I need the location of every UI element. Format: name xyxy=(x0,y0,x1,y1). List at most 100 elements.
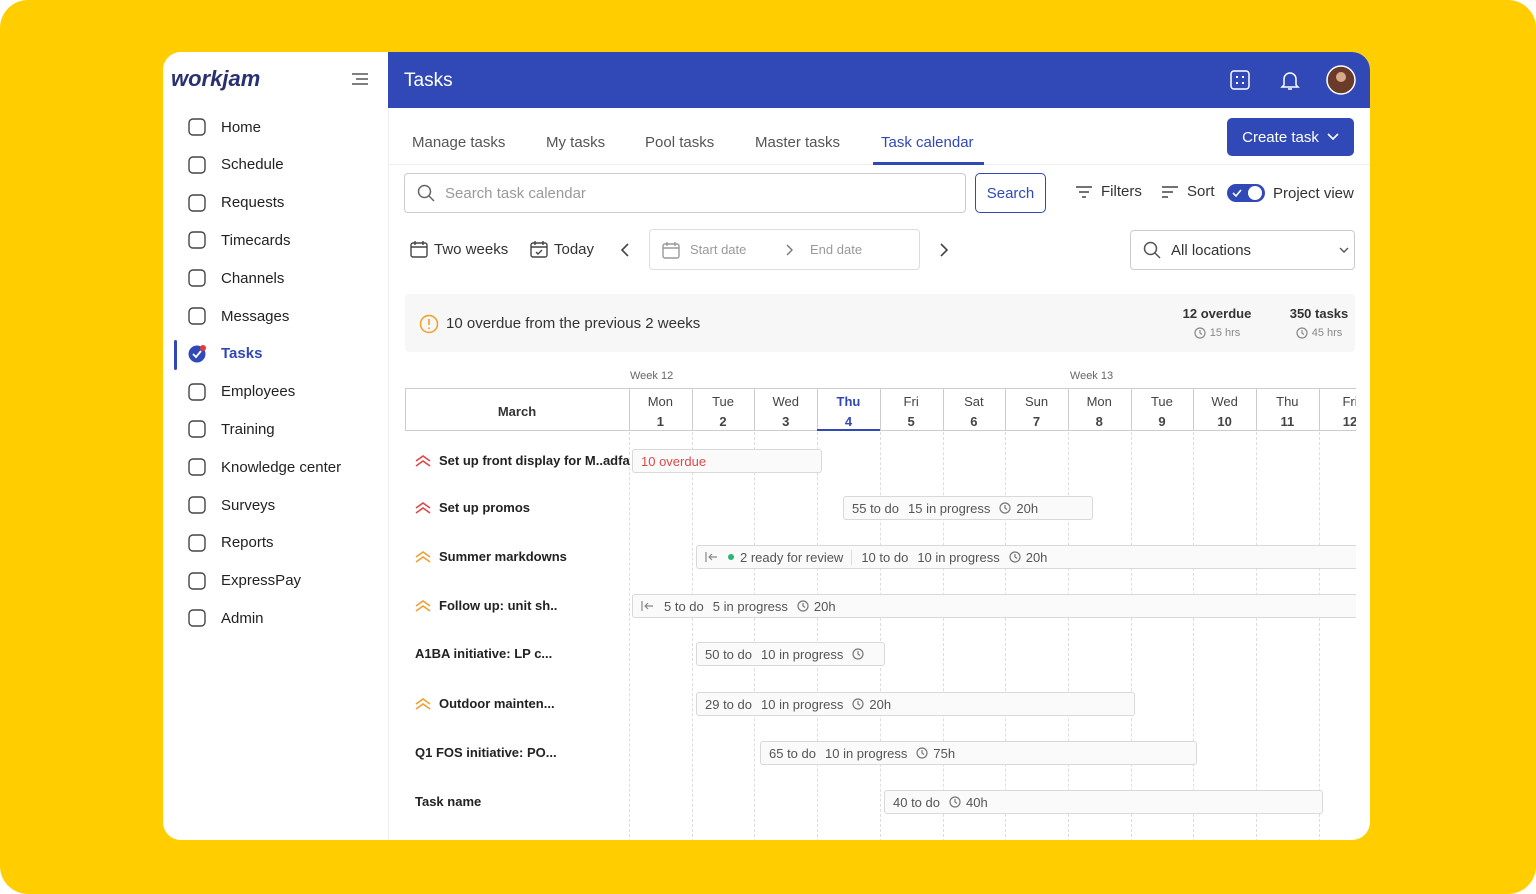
bar-label: 10 overdue xyxy=(641,453,707,469)
nav-icon xyxy=(188,269,206,287)
nav-item[interactable]: Timecards xyxy=(175,224,375,256)
column-divider xyxy=(691,388,693,431)
bar-hours: 75h xyxy=(916,746,955,761)
task-name-text: Task name xyxy=(415,794,482,809)
avatar[interactable] xyxy=(1326,65,1356,95)
day-date: 7 xyxy=(1032,414,1041,429)
nav-item[interactable]: Reports xyxy=(175,527,375,559)
status-dot xyxy=(728,554,734,560)
nav-icon xyxy=(188,571,206,590)
nav-item[interactable]: Employees xyxy=(175,376,375,408)
task-bar[interactable]: 10 overdue xyxy=(632,449,822,473)
back-arrow-icon xyxy=(705,552,717,562)
nav-icon xyxy=(188,458,206,476)
column-divider xyxy=(754,388,756,431)
apps-icon[interactable] xyxy=(1230,70,1250,90)
task-name-text: Summer markdowns xyxy=(439,549,567,564)
task-bar[interactable]: 5 to do 5 in progress 20h xyxy=(632,594,1356,618)
nav-label: Timecards xyxy=(221,231,291,249)
bar-hours: 20h xyxy=(1009,550,1047,565)
task-name-text: Set up front display for M..adfa xyxy=(439,453,630,468)
active-indicator xyxy=(174,340,177,370)
tab[interactable]: Pool tasks xyxy=(645,134,715,151)
date-range-input[interactable]: Start date End date xyxy=(649,229,920,270)
clock-icon xyxy=(1009,551,1021,563)
next-button[interactable] xyxy=(939,243,949,257)
search-button[interactable]: Search xyxy=(975,173,1046,213)
task-bar[interactable]: 40 to do 40h xyxy=(884,790,1323,814)
nav-item[interactable]: Tasks xyxy=(175,338,375,370)
day-header: Mon 1 xyxy=(629,394,692,429)
nav-label: Surveys xyxy=(221,496,276,514)
stat-hours-text: 15 hrs xyxy=(1209,327,1241,339)
task-name: Task name xyxy=(415,794,481,809)
nav-item[interactable]: Home xyxy=(175,111,375,143)
day-date: 4 xyxy=(844,414,853,429)
tab[interactable]: Task calendar xyxy=(881,134,974,151)
nav-label: Requests xyxy=(221,194,285,212)
day-date: 5 xyxy=(907,414,915,429)
period-label: Two weeks xyxy=(434,240,509,258)
sort-button[interactable]: Sort xyxy=(1161,183,1215,200)
nav-icon xyxy=(188,420,206,439)
priority-icon xyxy=(415,454,431,467)
bar-label: 15 in progress xyxy=(908,500,991,516)
hours-text: 75h xyxy=(933,745,956,761)
collapse-icon[interactable] xyxy=(351,72,369,86)
location-select[interactable]: All locations xyxy=(1130,230,1355,270)
nav-item[interactable]: Knowledge center xyxy=(175,451,375,483)
overdue-alert: 10 overdue from the previous 2 weeks xyxy=(446,315,701,332)
task-bar[interactable]: 55 to do 15 in progress 20h xyxy=(843,496,1093,520)
project-view-toggle[interactable]: Project view xyxy=(1227,183,1354,203)
nav-label: Tasks xyxy=(221,345,263,363)
nav-item[interactable]: ExpressPay xyxy=(175,565,375,597)
nav-item[interactable]: Admin xyxy=(175,602,375,634)
task-bar[interactable]: 2 ready for review 10 to do 10 in progress… xyxy=(696,545,1356,569)
location-label: All locations xyxy=(1171,241,1252,259)
summary-stat: 350 tasks 45 hrs xyxy=(1279,306,1359,339)
nav-label: Schedule xyxy=(221,156,284,174)
review-badge: 2 ready for review xyxy=(728,549,853,565)
today-button[interactable]: Today xyxy=(530,240,594,258)
column-gridline xyxy=(817,432,819,840)
tab[interactable]: Master tasks xyxy=(755,134,841,151)
day-date: 12 xyxy=(1342,414,1356,429)
notifications-icon[interactable] xyxy=(1280,69,1300,91)
calendar-icon xyxy=(410,241,428,258)
tab-underline xyxy=(873,162,984,165)
period-selector[interactable]: Two weeks xyxy=(410,240,508,258)
tab[interactable]: Manage tasks xyxy=(412,134,506,151)
bar-hours: 20h xyxy=(797,599,836,614)
nav-label: Knowledge center xyxy=(221,458,342,476)
nav-item[interactable]: Training xyxy=(175,413,375,445)
calendar: Week 12 Week 13 March Mon 1 Tue 2 Wed 3 Thu 4 Fri 5 S… xyxy=(163,52,1356,840)
task-bar[interactable]: 29 to do 10 in progress 20h xyxy=(696,692,1135,716)
start-date: Start date xyxy=(690,242,747,257)
search-input[interactable]: Search task calendar xyxy=(404,173,966,213)
column-gridline xyxy=(1318,432,1320,840)
filters-button[interactable]: Filters xyxy=(1075,183,1142,200)
nav-item[interactable]: Surveys xyxy=(175,489,375,521)
bar-label: 10 to do xyxy=(861,549,909,565)
stat-hours: 45 hrs xyxy=(1279,327,1359,339)
previous-button[interactable] xyxy=(620,243,630,257)
column-divider xyxy=(1005,388,1007,431)
nav-item[interactable]: Messages xyxy=(175,300,375,332)
day-header: Sat 6 xyxy=(943,394,1006,429)
review-label: 2 ready for review xyxy=(740,549,844,565)
task-name-text: Follow up: unit sh.. xyxy=(439,598,558,613)
nav-item[interactable]: Channels xyxy=(175,262,375,294)
nav-item[interactable]: Schedule xyxy=(175,149,375,181)
day-date: 1 xyxy=(656,414,664,429)
task-bar[interactable]: 65 to do 10 in progress 75h xyxy=(760,741,1197,765)
tab[interactable]: My tasks xyxy=(546,134,606,151)
create-task-button[interactable]: Create task xyxy=(1227,118,1354,156)
column-divider xyxy=(942,388,944,431)
day-header: Wed 3 xyxy=(754,394,817,429)
column-divider xyxy=(629,388,630,431)
nav-item[interactable]: Requests xyxy=(175,187,375,219)
clock-icon xyxy=(852,698,864,710)
column-divider xyxy=(1067,388,1069,431)
task-bar[interactable]: 50 to do 10 in progress xyxy=(696,642,885,666)
